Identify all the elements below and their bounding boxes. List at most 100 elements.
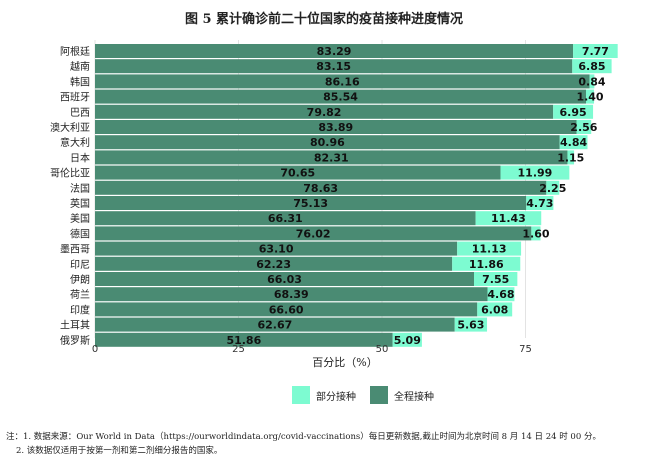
category-label: 越南 bbox=[70, 60, 90, 73]
bar-partial bbox=[576, 120, 592, 134]
data-label-partial: 11.99 bbox=[518, 167, 553, 180]
footnote-1: 注：1. 数据来源：Our World in Data（https://ourw… bbox=[6, 432, 601, 442]
data-label-full: 86.16 bbox=[325, 75, 360, 88]
data-label-partial: 4.84 bbox=[560, 136, 587, 149]
category-label: 日本 bbox=[70, 151, 90, 164]
bar-full bbox=[95, 74, 590, 89]
category-label: 墨西哥 bbox=[60, 244, 90, 256]
category-label: 哥伦比亚 bbox=[50, 167, 90, 180]
data-label-full: 68.39 bbox=[274, 288, 309, 301]
legend-swatch-partial bbox=[292, 386, 310, 404]
bar-partial bbox=[553, 104, 594, 119]
bar-full bbox=[95, 59, 573, 74]
data-label-partial: 11.43 bbox=[491, 212, 526, 225]
data-label-full: 66.60 bbox=[269, 303, 304, 316]
category-label: 韩国 bbox=[70, 75, 90, 88]
data-label-partial: 7.77 bbox=[582, 45, 609, 58]
category-label: 荷兰 bbox=[70, 288, 90, 301]
category-label: 澳大利亚 bbox=[50, 121, 90, 134]
bar-full bbox=[95, 135, 560, 150]
bar-partial bbox=[589, 74, 595, 89]
bar-full bbox=[95, 302, 478, 317]
category-label: 西班牙 bbox=[60, 92, 90, 104]
footnote-2: 2. 该数据仅适用于按第一剂和第二剂细分报告的国家。 bbox=[16, 446, 223, 456]
data-label-full: 63.10 bbox=[259, 243, 294, 256]
bars bbox=[95, 44, 618, 347]
data-label-full: 83.15 bbox=[316, 60, 351, 73]
data-label-partial: 6.85 bbox=[578, 60, 605, 73]
category-label: 意大利 bbox=[60, 136, 90, 149]
bar-full bbox=[95, 196, 527, 210]
bar-partial bbox=[572, 59, 612, 74]
bar-partial bbox=[573, 44, 618, 58]
bar-full bbox=[95, 317, 455, 332]
bar-full bbox=[95, 332, 393, 347]
data-label-full: 70.65 bbox=[280, 167, 315, 180]
legend-item-full: 全程接种 bbox=[370, 386, 434, 404]
bar-partial bbox=[452, 256, 521, 271]
data-label-full: 82.31 bbox=[314, 151, 349, 164]
category-label: 英国 bbox=[70, 197, 90, 210]
category-label: 德国 bbox=[70, 227, 90, 240]
bar-full bbox=[95, 256, 453, 271]
bar-partial bbox=[531, 226, 541, 241]
bar-partial bbox=[526, 196, 554, 210]
data-label-partial: 2.25 bbox=[539, 182, 566, 195]
data-label-full: 66.31 bbox=[268, 212, 303, 225]
x-tick-labels: 0 25 50 75 bbox=[92, 344, 532, 355]
bar-full bbox=[95, 44, 574, 58]
data-label-full: 62.67 bbox=[257, 319, 292, 332]
bar-partial bbox=[475, 211, 542, 226]
bar-full bbox=[95, 89, 586, 104]
footnotes: 注：1. 数据来源：Our World in Data（https://ourw… bbox=[6, 430, 601, 458]
bar-partial bbox=[477, 302, 513, 317]
category-label: 俄罗斯 bbox=[60, 334, 90, 347]
data-label-partial: 6.95 bbox=[560, 106, 587, 119]
data-label-partial: 1.60 bbox=[522, 227, 549, 240]
x-tick-label: 75 bbox=[519, 344, 532, 355]
data-label-full: 76.02 bbox=[296, 227, 331, 240]
legend-label-partial: 部分接种 bbox=[316, 391, 356, 403]
bar-full bbox=[95, 211, 476, 226]
x-axis-label: 百分比（%） bbox=[312, 356, 377, 369]
bar-partial bbox=[567, 150, 575, 165]
data-label-partial: 1.40 bbox=[576, 91, 603, 104]
data-label-full: 79.82 bbox=[307, 106, 342, 119]
data-label-full: 83.89 bbox=[318, 121, 353, 134]
bar-partial bbox=[546, 180, 560, 195]
data-label-full: 85.54 bbox=[323, 91, 358, 104]
bar-partial bbox=[474, 272, 518, 286]
bar-full bbox=[95, 165, 501, 180]
data-label-full: 62.23 bbox=[256, 258, 291, 271]
data-label-full: 80.96 bbox=[310, 136, 345, 149]
bar-full bbox=[95, 272, 475, 286]
legend-label-full: 全程接种 bbox=[394, 391, 434, 403]
bar-partial bbox=[500, 165, 570, 180]
data-label-partial: 4.73 bbox=[526, 197, 553, 210]
chart-title: 图 5 累计确诊前二十位国家的疫苗接种进度情况 bbox=[184, 12, 464, 27]
bar-full bbox=[95, 150, 568, 165]
bar-full bbox=[95, 120, 577, 134]
bar-partial bbox=[392, 332, 422, 347]
bar-full bbox=[95, 241, 458, 256]
category-label: 阿根廷 bbox=[60, 45, 90, 58]
bar-partial bbox=[559, 135, 588, 150]
data-labels: 83.29 7.77 83.15 6.85 86.16 0.84 85.54 1.40 79.8… bbox=[226, 45, 609, 347]
bar-partial bbox=[487, 287, 515, 302]
data-label-partial: 7.55 bbox=[482, 273, 509, 286]
data-label-partial: 4.68 bbox=[487, 288, 514, 301]
data-label-full: 78.63 bbox=[303, 182, 338, 195]
legend-item-partial: 部分接种 bbox=[292, 386, 356, 404]
data-label-partial: 2.56 bbox=[570, 121, 597, 134]
data-label-full: 83.29 bbox=[317, 45, 352, 58]
bar-full bbox=[95, 104, 554, 119]
category-label: 伊朗 bbox=[70, 274, 90, 286]
category-label: 印度 bbox=[70, 303, 90, 316]
category-label: 法国 bbox=[70, 182, 90, 195]
legend: 部分接种 全程接种 bbox=[292, 386, 448, 404]
data-label-full: 51.86 bbox=[226, 334, 261, 347]
x-tick-label: 50 bbox=[376, 344, 389, 355]
x-tick-label: 25 bbox=[232, 344, 245, 355]
category-label: 巴西 bbox=[70, 107, 90, 119]
